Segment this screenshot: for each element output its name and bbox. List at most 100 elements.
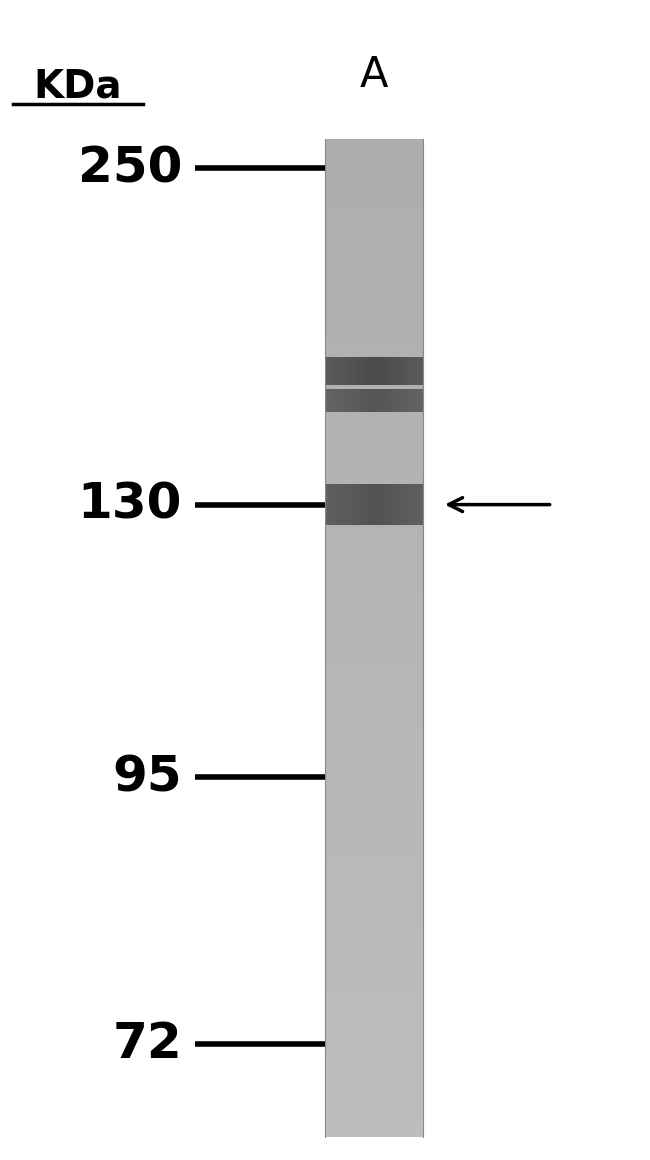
Bar [325,1107,422,1111]
Bar [325,673,422,677]
Bar [325,478,422,484]
Bar [325,493,422,499]
Bar [325,293,422,299]
Bar [325,414,422,419]
Bar [325,887,422,892]
Bar [325,1132,422,1137]
Bar [325,349,422,354]
Bar [325,972,422,977]
Bar [325,628,422,633]
Bar [325,343,422,349]
Bar [325,818,422,822]
Bar [325,358,422,364]
Bar [325,1076,422,1082]
Bar [325,264,422,269]
Bar [325,643,422,648]
Bar [325,209,422,213]
Bar [325,319,422,324]
Bar [325,419,422,423]
Bar [325,857,422,863]
Bar [325,738,422,742]
Bar [325,677,422,683]
Bar [325,354,422,358]
Bar [325,603,422,608]
Bar [325,488,422,493]
Bar [325,514,422,519]
Bar [325,169,422,174]
Bar [325,977,422,983]
Bar [325,727,422,733]
Bar [325,593,422,599]
Bar [325,708,422,712]
Bar [325,269,422,274]
Bar [325,1072,422,1076]
Bar [325,1122,422,1126]
Bar [325,1017,422,1022]
Bar [325,833,422,838]
Text: KDa: KDa [34,68,122,106]
Bar [325,389,422,393]
Bar [325,408,422,414]
Bar [325,553,422,558]
Bar [325,648,422,653]
Text: 250: 250 [77,144,182,193]
Bar [325,863,422,868]
Bar [325,987,422,992]
Bar [325,623,422,628]
Bar [325,683,422,688]
Bar [325,822,422,827]
Bar [325,933,422,937]
Bar [325,1052,422,1057]
Bar [325,1117,422,1122]
Bar [325,992,422,998]
Bar [325,503,422,508]
Bar [325,224,422,229]
Bar [325,868,422,872]
Bar [325,937,422,942]
Bar [325,783,422,788]
Bar [325,1082,422,1087]
Bar [325,812,422,818]
Bar [325,573,422,578]
Bar [325,753,422,757]
Bar [325,1057,422,1063]
Bar [325,872,422,877]
Bar [325,633,422,638]
Bar [325,473,422,478]
Bar [325,803,422,807]
Bar [325,194,422,200]
Bar [325,1102,422,1107]
Bar [325,1032,422,1037]
Bar [325,612,422,618]
Bar [325,1037,422,1042]
Bar [325,583,422,588]
Bar [325,1027,422,1032]
Bar [325,798,422,803]
Bar [325,927,422,933]
Bar [325,952,422,957]
Bar [325,154,422,159]
Bar [325,244,422,249]
Bar [325,618,422,623]
Bar [325,423,422,428]
Bar [325,1047,422,1052]
Bar [325,693,422,698]
Bar [325,254,422,259]
Bar [325,229,422,234]
Bar [325,159,422,164]
Bar [325,1063,422,1067]
Bar [325,484,422,488]
Bar [325,463,422,469]
Bar [325,712,422,718]
Bar [325,523,422,528]
Bar [325,848,422,853]
Bar [325,543,422,549]
Bar [325,393,422,399]
Bar [325,528,422,534]
Bar [325,339,422,343]
Bar [325,219,422,224]
Bar [325,179,422,184]
Bar [325,278,422,284]
Bar [325,1067,422,1072]
Bar [325,174,422,179]
